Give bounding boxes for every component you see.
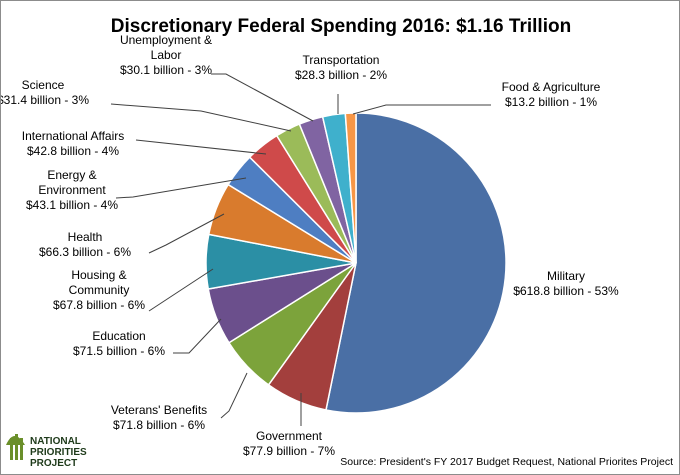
- label-line: $67.8 billion - 6%: [53, 298, 145, 312]
- pie-slices: [205, 112, 507, 414]
- label-line: $28.3 billion - 2%: [295, 68, 387, 82]
- label-line: $30.1 billion - 3%: [120, 63, 212, 77]
- source-note: Source: President's FY 2017 Budget Reque…: [340, 456, 673, 468]
- leader-line-science: [110, 103, 292, 132]
- label-line: Food & Agriculture: [502, 80, 601, 94]
- label-veterans-benefits: Veterans' Benefits $71.8 billion - 6%: [111, 403, 207, 432]
- label-international-affairs: International Affairs $42.8 billion - 4%: [22, 129, 125, 158]
- label-line: $71.8 billion - 6%: [113, 418, 205, 432]
- logo-line-2: PRIORITIES: [30, 447, 87, 458]
- label-line: Science: [22, 78, 65, 92]
- label-line: Education: [92, 329, 145, 343]
- label-line: Housing &: [71, 268, 126, 282]
- label-military: Military $618.8 billion - 53%: [513, 269, 619, 298]
- leader-line-energy-environment: [115, 177, 247, 199]
- label-food-agriculture: Food & Agriculture $13.2 billion - 1%: [502, 80, 601, 109]
- label-transportation: Transportation $28.3 billion - 2%: [295, 53, 387, 82]
- label-line: Labor: [151, 48, 182, 62]
- label-housing-community: Housing & Community $67.8 billion - 6%: [53, 268, 145, 312]
- label-line: Veterans' Benefits: [111, 403, 207, 417]
- npp-logo: NATIONAL PRIORITIES PROJECT: [6, 434, 87, 469]
- logo-line-3: PROJECT: [30, 458, 77, 469]
- logo-wheat-icon: [6, 434, 25, 460]
- label-line: $31.4 billion - 3%: [1, 93, 89, 107]
- logo-line-1: NATIONAL: [30, 436, 81, 447]
- label-line: $43.1 billion - 4%: [26, 198, 118, 212]
- label-line: $66.3 billion - 6%: [39, 245, 131, 259]
- leader-line-health: [148, 213, 225, 254]
- leader-line-veterans-benefits: [220, 372, 248, 419]
- label-line: $42.8 billion - 4%: [27, 144, 119, 158]
- label-line: $13.2 billion - 1%: [505, 95, 597, 109]
- label-government: Government $77.9 billion - 7%: [243, 429, 335, 458]
- leader-lines: [110, 73, 521, 426]
- label-line: Transportation: [303, 53, 380, 67]
- label-line: $71.5 billion - 6%: [73, 344, 165, 358]
- label-line: Environment: [38, 183, 106, 197]
- leader-line-education: [173, 318, 222, 354]
- chart-title: Discretionary Federal Spending 2016: $1.…: [111, 16, 571, 37]
- leader-line-food-agriculture: [352, 104, 491, 115]
- label-line: International Affairs: [22, 129, 125, 143]
- label-science: Science $31.4 billion - 3%: [1, 78, 89, 107]
- label-line: Community: [69, 283, 130, 297]
- label-line: Military: [547, 269, 585, 283]
- label-education: Education $71.5 billion - 6%: [73, 329, 165, 358]
- label-line: Energy &: [47, 168, 96, 182]
- label-line: $618.8 billion - 53%: [513, 284, 619, 298]
- label-line: Health: [68, 230, 103, 244]
- leader-line-international-affairs: [135, 139, 267, 155]
- slice-labels: Military $618.8 billion - 53%Government $7…: [1, 33, 619, 458]
- label-line: Unemployment &: [120, 33, 212, 47]
- label-line: Government: [256, 429, 323, 443]
- slice-military: [325, 112, 507, 414]
- label-health: Health $66.3 billion - 6%: [39, 230, 131, 259]
- label-unemployment-labor: Unemployment & Labor $30.1 billion - 3%: [120, 33, 212, 77]
- leader-line-housing-community: [148, 268, 214, 312]
- leader-line-unemployment-labor: [211, 73, 314, 122]
- label-energy-environment: Energy & Environment $43.1 billion - 4%: [26, 168, 118, 212]
- label-line: $77.9 billion - 7%: [243, 444, 335, 458]
